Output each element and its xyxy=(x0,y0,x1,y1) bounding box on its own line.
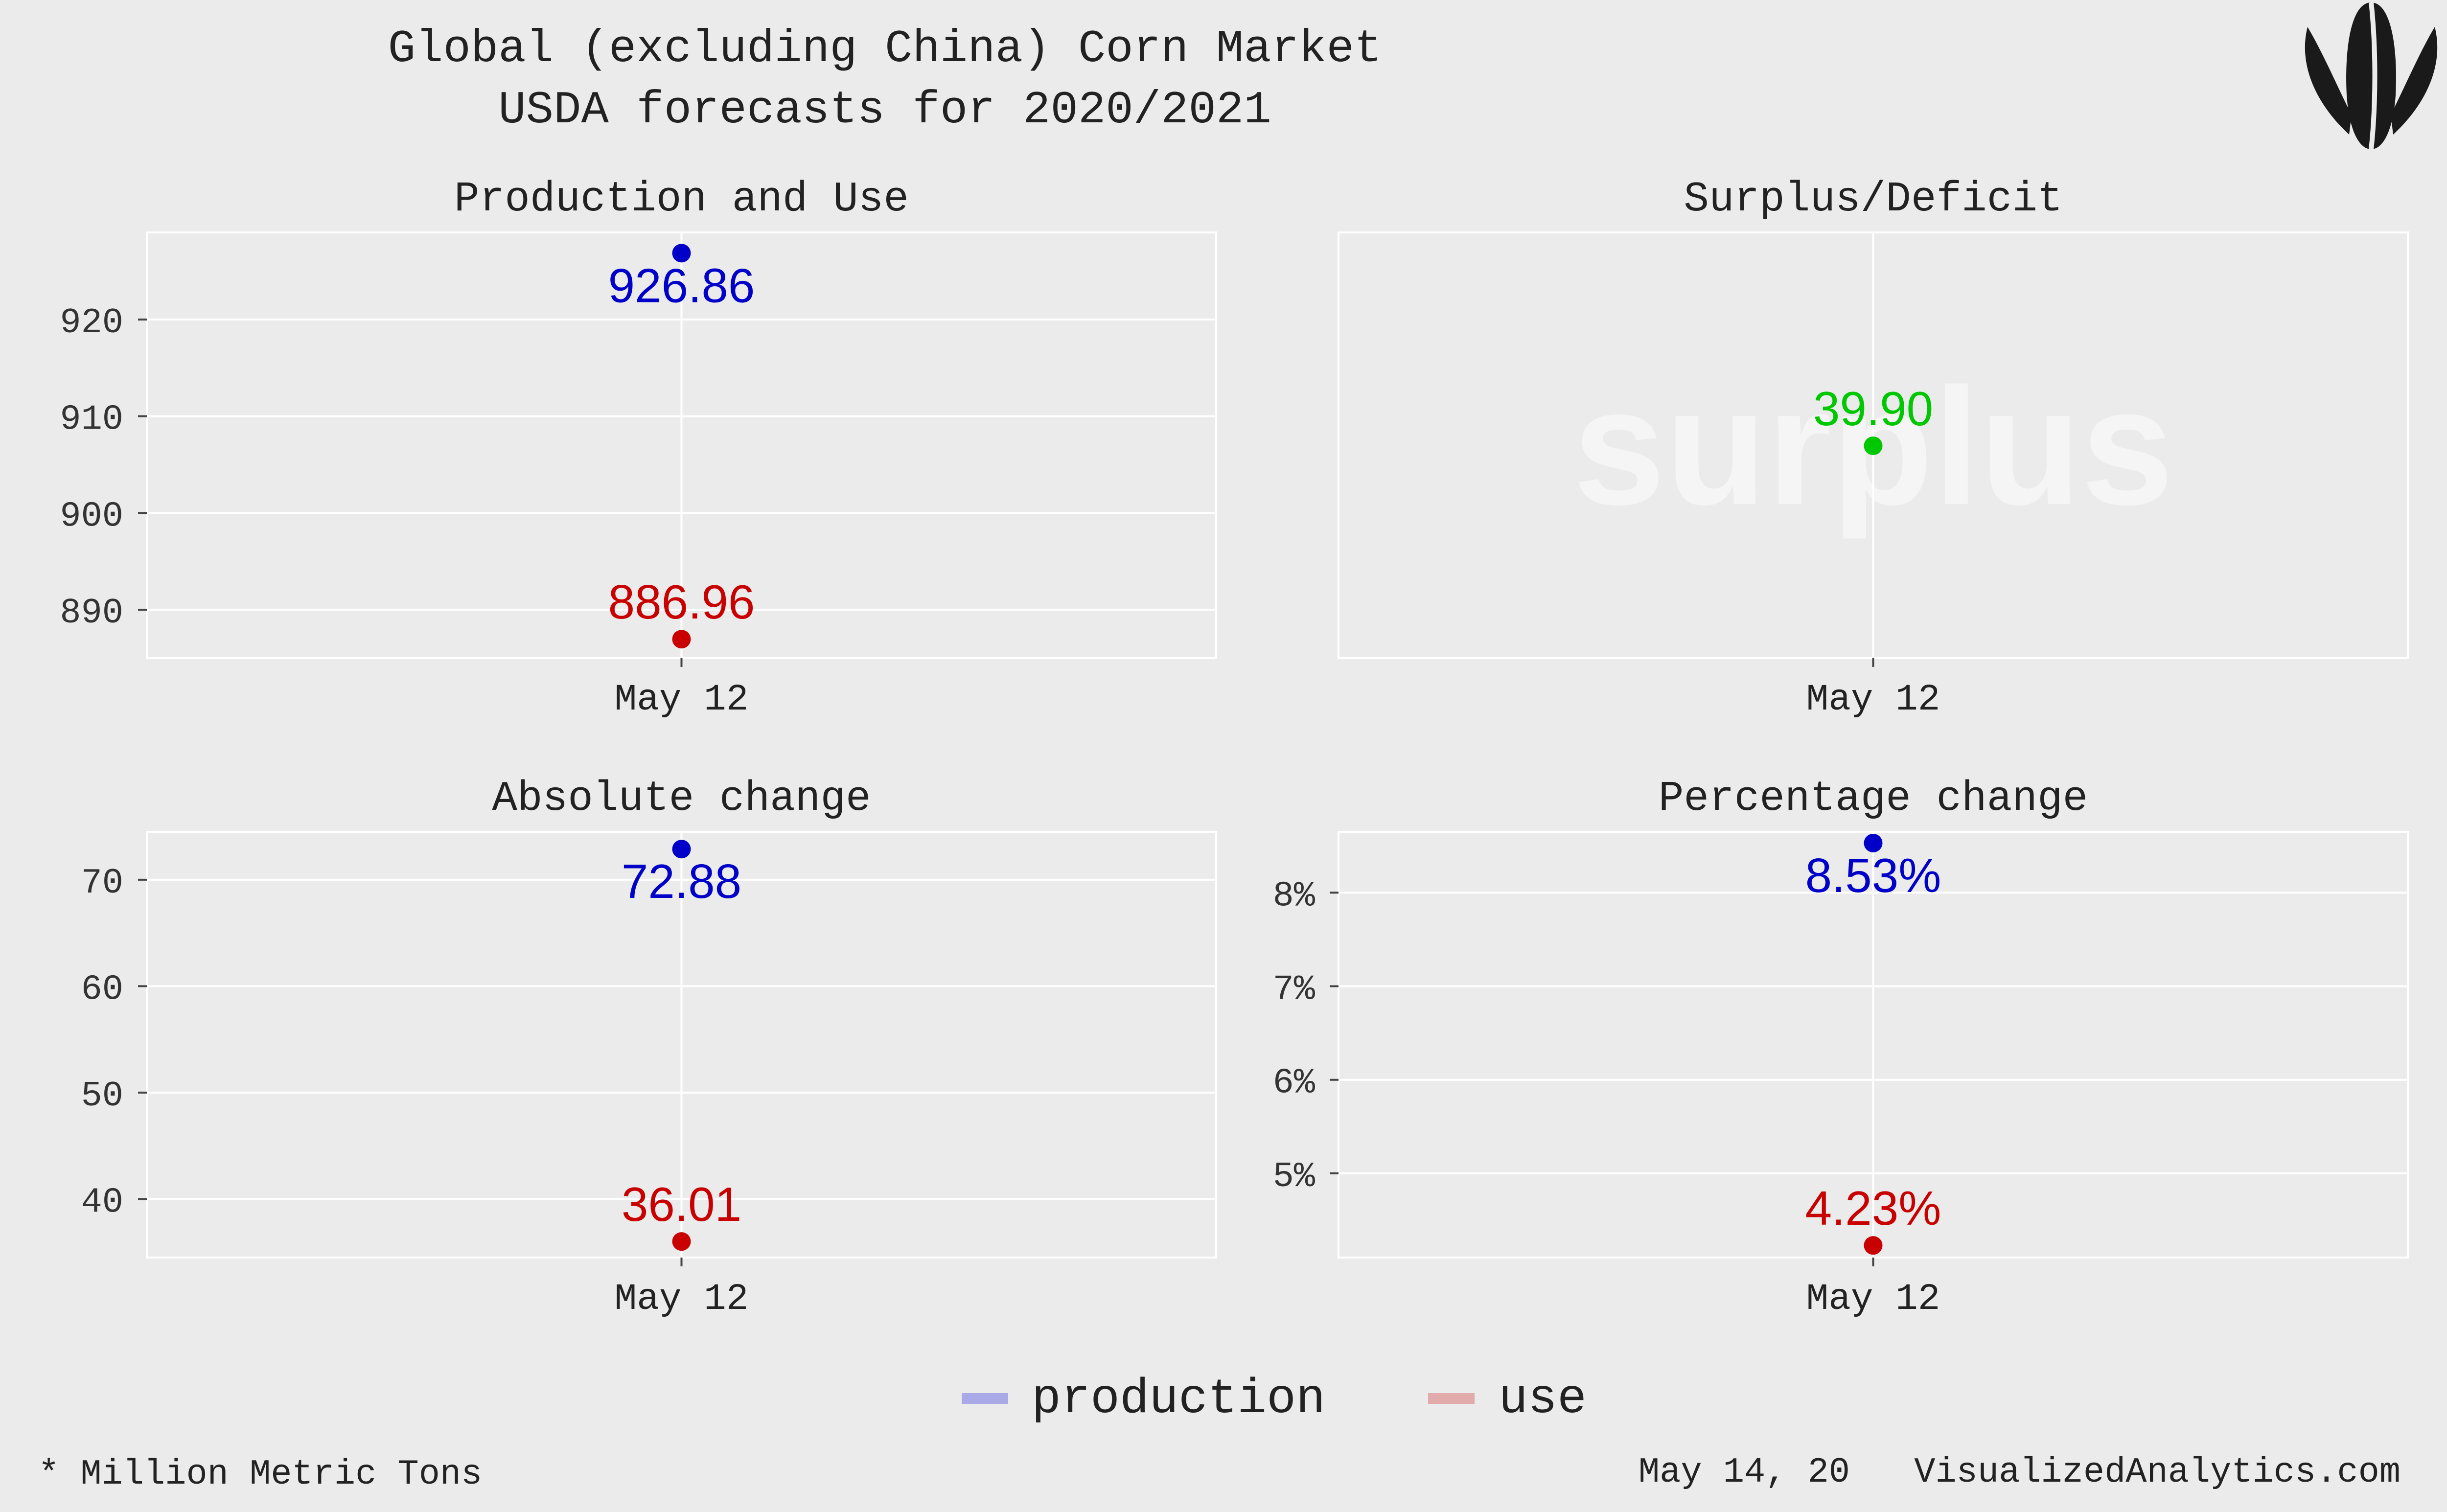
data-point-use xyxy=(1864,1236,1883,1255)
y-tick-label: 40 xyxy=(81,1182,123,1222)
units-note: * Million Metric Tons xyxy=(38,1454,482,1494)
footer-date: May 14, 20 xyxy=(1639,1452,1850,1492)
data-label-production: 926.86 xyxy=(608,258,755,312)
y-tick-label: 6% xyxy=(1273,1063,1316,1103)
panel-absolute-change: Absolute change 40 50 60 70 May 12 72.88 36.01 xyxy=(81,775,1217,1320)
data-point-use xyxy=(672,630,691,649)
y-tick-label: 7% xyxy=(1273,969,1316,1009)
x-tick-label: May 12 xyxy=(1806,1278,1940,1320)
legend-label-production: production xyxy=(1032,1372,1325,1427)
y-tick-label: 70 xyxy=(81,863,123,903)
y-tick-label: 5% xyxy=(1273,1157,1316,1197)
panel-title: Percentage change xyxy=(1659,775,2088,823)
y-tick-label: 900 xyxy=(60,496,123,536)
data-label-production: 8.53% xyxy=(1805,848,1941,902)
panel-production-and-use: Production and Use 890 900 910 920 May 12 926.… xyxy=(60,175,1217,721)
data-label-use: 4.23% xyxy=(1805,1181,1941,1235)
data-label-use: 36.01 xyxy=(622,1177,741,1231)
data-label-surplus: 39.90 xyxy=(1813,382,1933,435)
y-tick-label: 8% xyxy=(1273,876,1316,916)
panel-title: Production and Use xyxy=(454,175,909,223)
footer-source: VisualizedAnalytics.com xyxy=(1914,1452,2401,1492)
chart-title: Global (excluding China) Corn Market xyxy=(388,23,1382,75)
panel-title: Absolute change xyxy=(492,775,871,823)
data-point-use xyxy=(672,1232,691,1251)
data-point-surplus xyxy=(1864,436,1883,456)
x-tick-label: May 12 xyxy=(615,679,749,721)
y-tick-label: 50 xyxy=(81,1076,123,1116)
data-point-production xyxy=(672,840,691,859)
data-label-production: 72.88 xyxy=(622,854,741,908)
chart-subtitle: USDA forecasts for 2020/2021 xyxy=(498,85,1271,137)
corn-cob-icon xyxy=(2305,2,2438,150)
data-label-use: 886.96 xyxy=(608,575,755,629)
data-point-production xyxy=(1864,833,1883,852)
legend: production use xyxy=(962,1372,1587,1427)
panel-title: Surplus/Deficit xyxy=(1684,175,2062,223)
y-tick-label: 920 xyxy=(60,303,123,343)
x-tick-label: May 12 xyxy=(615,1278,749,1320)
y-tick-label: 60 xyxy=(81,969,123,1009)
legend-label-use: use xyxy=(1499,1372,1587,1427)
data-point-production xyxy=(672,244,691,263)
y-tick-label: 910 xyxy=(60,400,123,440)
panel-percentage-change: Percentage change 5% 6% 7% 8% May 12 8.53% 4.23… xyxy=(1273,775,2409,1320)
x-tick-label: May 12 xyxy=(1806,679,1940,721)
y-tick-label: 890 xyxy=(60,593,123,633)
